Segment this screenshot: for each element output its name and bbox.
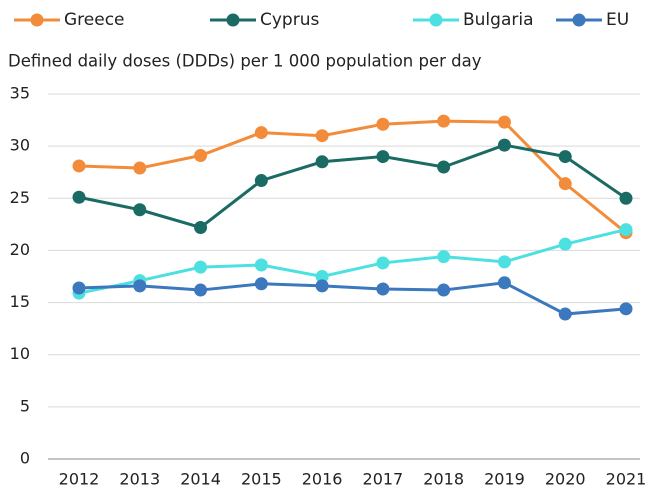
data-point: [194, 283, 208, 297]
data-point: [558, 150, 572, 164]
data-point: [315, 129, 329, 143]
series-line: [78, 281, 627, 316]
data-point: [376, 150, 390, 164]
subtitle: Defined daily doses (DDDs) per 1 000 pop…: [8, 52, 482, 71]
data-point: [497, 138, 511, 152]
data-point: [254, 258, 268, 272]
x-tick-label: 2017: [363, 470, 404, 489]
data-point: [315, 270, 329, 283]
series-line: [78, 143, 627, 230]
x-tick-label: 2019: [484, 470, 525, 489]
x-tick-label: 2013: [119, 470, 160, 489]
data-point: [133, 279, 147, 293]
data-point: [497, 115, 511, 129]
data-point: [72, 190, 86, 204]
data-point: [376, 117, 390, 131]
legend-marker: [572, 13, 586, 27]
y-tick-label: 10: [10, 344, 30, 363]
data-point: [497, 276, 511, 290]
data-point: [497, 255, 511, 269]
legend-marker: [226, 13, 240, 27]
data-point: [72, 159, 86, 173]
y-tick-label: 20: [10, 240, 30, 259]
y-tick-label: 5: [20, 396, 30, 415]
data-point: [194, 260, 208, 274]
data-point: [437, 114, 451, 128]
x-tick-label: 2018: [423, 470, 464, 489]
x-tick-label: 2012: [59, 470, 100, 489]
data-point: [619, 302, 633, 316]
data-point: [376, 256, 390, 270]
legend-marker: [429, 13, 443, 27]
legend-marker: [30, 13, 44, 27]
x-tick-label: 2014: [180, 470, 221, 489]
data-point: [558, 307, 572, 321]
data-point: [72, 281, 86, 295]
series-line: [78, 119, 627, 234]
x-tick-label: 2016: [302, 470, 343, 489]
data-point: [133, 161, 147, 175]
data-point: [194, 220, 208, 234]
legend-label: Bulgaria: [463, 10, 534, 30]
data-point: [376, 282, 390, 296]
data-point: [437, 283, 451, 297]
data-point: [437, 160, 451, 174]
x-tick-label: 2021: [606, 470, 647, 489]
y-tick-label: 35: [10, 84, 30, 103]
data-point: [254, 126, 268, 140]
y-tick-label: 25: [10, 188, 30, 207]
y-tick-label: 15: [10, 292, 30, 311]
data-point: [254, 174, 268, 188]
data-point: [619, 191, 633, 205]
legend-label: Cyprus: [260, 10, 319, 30]
data-point: [558, 237, 572, 251]
data-point: [619, 223, 633, 237]
data-point: [437, 250, 451, 264]
data-point: [133, 203, 147, 217]
data-point: [254, 277, 268, 291]
data-point: [194, 149, 208, 163]
y-tick-label: 0: [20, 449, 30, 468]
x-tick-label: 2015: [241, 470, 282, 489]
series-line: [78, 228, 627, 295]
data-point: [315, 279, 329, 293]
data-point: [315, 155, 329, 169]
legend-label: EU: [606, 10, 629, 30]
data-point: [558, 177, 572, 191]
x-tick-label: 2020: [545, 470, 586, 489]
y-tick-label: 30: [10, 136, 30, 155]
legend-label: Greece: [64, 10, 125, 30]
